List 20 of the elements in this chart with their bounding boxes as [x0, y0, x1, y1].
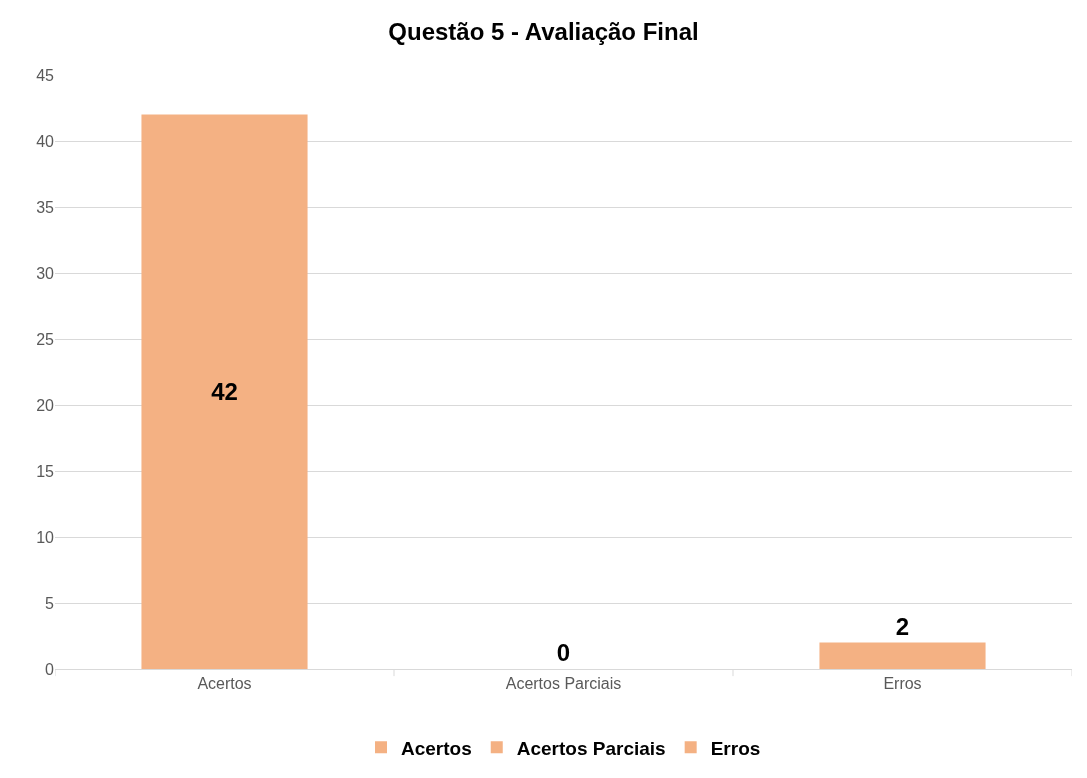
data-label: 2: [895, 612, 910, 640]
y-tick-label: 5: [45, 594, 55, 612]
y-tick-label: 35: [36, 198, 55, 216]
y-tick-label: 20: [36, 396, 55, 414]
legend-label: Erros: [710, 737, 761, 759]
legend-label: Acertos: [401, 737, 472, 759]
y-tick-label: 15: [36, 462, 55, 480]
y-tick-label: 25: [36, 330, 55, 348]
y-tick-label: 0: [45, 660, 55, 678]
data-label: 0: [556, 639, 571, 666]
y-tick-label: 10: [36, 528, 55, 546]
legend-label: Acertos Parciais: [516, 737, 666, 759]
chart-title: Questão 5 - Avaliação Final: [388, 18, 699, 46]
data-label: 42: [211, 378, 238, 406]
y-tick-label: 40: [36, 132, 55, 150]
x-tick-label: Acertos Parciais: [505, 675, 622, 693]
y-tick-label: 45: [36, 66, 55, 84]
x-tick-label: Erros: [883, 675, 922, 693]
x-tick-label: Acertos: [197, 675, 252, 693]
y-tick-label: 30: [36, 264, 55, 282]
